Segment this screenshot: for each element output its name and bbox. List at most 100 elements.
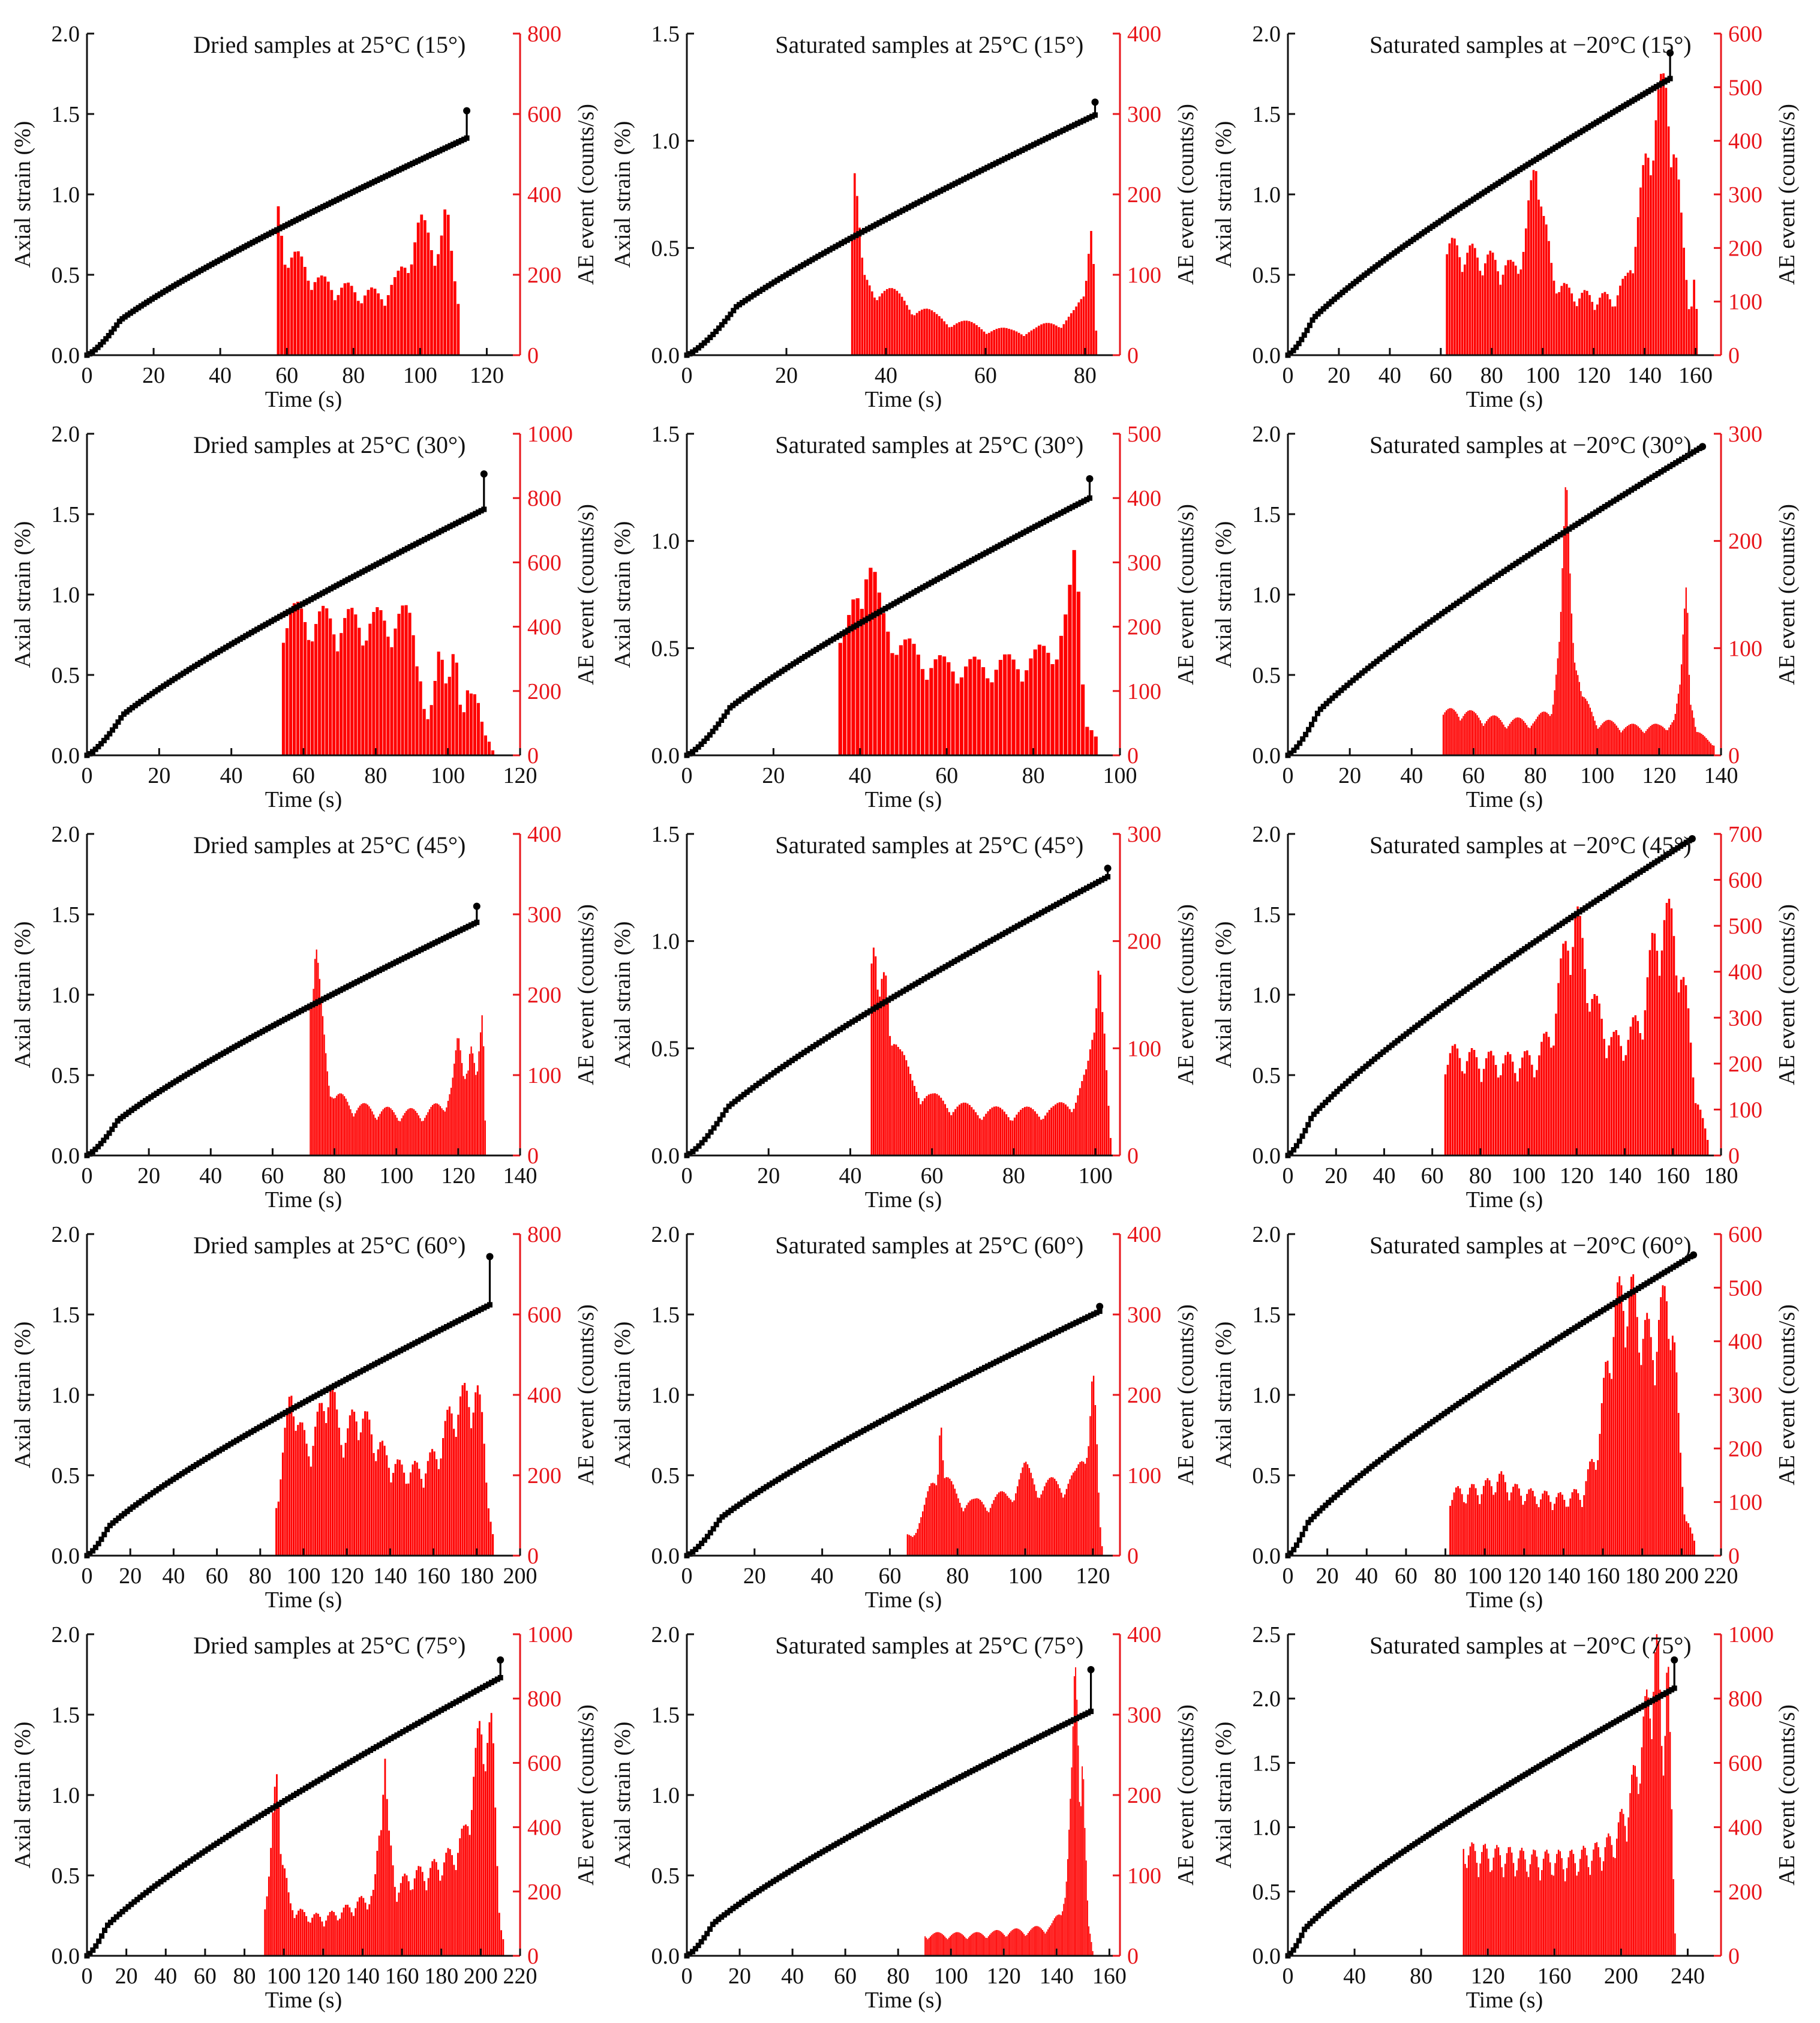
strain-point <box>1321 1908 1327 1914</box>
strain-point <box>858 1429 864 1435</box>
ae-bar <box>1572 1854 1575 1956</box>
x-tick-label: 0 <box>681 1563 693 1589</box>
strain-point <box>1676 458 1682 464</box>
ae-bar <box>320 275 323 355</box>
ae-bar <box>1581 292 1584 355</box>
ae-bar <box>1529 1864 1531 1956</box>
strain-point <box>947 1382 952 1388</box>
strain-point <box>875 1818 880 1824</box>
strain-point <box>716 325 722 331</box>
y-right-tick-label: 100 <box>1127 1863 1161 1889</box>
x-axis-label: Time (s) <box>265 1988 342 2013</box>
strain-point <box>1608 500 1614 506</box>
ae-bar <box>960 321 963 355</box>
strain-point <box>1081 887 1086 893</box>
ae-bar <box>1545 1491 1548 1556</box>
ae-bar <box>973 1932 975 1956</box>
ae-bar <box>1032 1109 1034 1155</box>
x-tick-label: 60 <box>261 1163 284 1188</box>
strain-point <box>1409 632 1415 638</box>
strain-point <box>1641 1703 1647 1709</box>
strain-point <box>140 1892 146 1898</box>
ae-bar <box>1605 721 1606 755</box>
ae-bar <box>322 605 325 755</box>
ae-bar <box>1053 1918 1055 1956</box>
strain-point <box>1030 1737 1036 1743</box>
ae-bar <box>416 1462 418 1556</box>
strain-point <box>1449 211 1455 217</box>
ae-bar <box>1625 727 1627 755</box>
ae-bar <box>981 1119 983 1155</box>
x-tick-label: 100 <box>1079 1163 1113 1188</box>
ae-bar <box>354 614 358 755</box>
strain-point <box>1445 1820 1451 1825</box>
ae-bar <box>1634 1289 1636 1556</box>
ae-bar <box>1022 1467 1023 1556</box>
strain-point <box>717 1116 723 1122</box>
ae-bar <box>1637 726 1639 755</box>
strain-point <box>1667 1266 1673 1272</box>
ae-bar <box>1089 1934 1091 1956</box>
ae-bar <box>1654 1652 1656 1956</box>
strain-point <box>932 1390 938 1396</box>
ae-bar <box>308 1456 310 1556</box>
ae-bar <box>1015 331 1018 355</box>
ae-bar <box>344 1904 347 1956</box>
strain-point <box>400 1729 406 1734</box>
ae-bar <box>1013 330 1016 355</box>
ae-bar <box>451 654 455 755</box>
y-right-tick-label: 300 <box>1728 1006 1762 1031</box>
ae-bar <box>1474 1488 1477 1556</box>
ae-bar <box>1598 1003 1600 1155</box>
strain-point <box>1403 636 1409 642</box>
ae-bar <box>280 1854 282 1956</box>
strain-point <box>1493 966 1499 972</box>
ae-bar <box>1692 710 1693 755</box>
strain-point <box>961 1772 967 1778</box>
strain-point <box>409 1341 415 1347</box>
strain-point <box>1372 264 1378 270</box>
ae-bar <box>1699 1109 1702 1155</box>
ae-bar <box>418 1469 421 1556</box>
strain-point <box>101 1137 107 1143</box>
strain-point <box>1479 1385 1485 1391</box>
strain-point <box>888 214 894 220</box>
ae-bar <box>1569 1851 1571 1956</box>
x-tick-label: 60 <box>275 363 298 388</box>
strain-point <box>764 678 770 684</box>
ae-bar <box>1645 731 1647 755</box>
ae-bar <box>1489 717 1491 755</box>
ae-bar <box>1067 1859 1068 1956</box>
strain-point <box>747 1893 753 1899</box>
strain-point <box>271 1022 277 1028</box>
ae-bar <box>304 1912 305 1956</box>
ae-bar <box>1548 1037 1550 1155</box>
strain-point <box>859 229 865 235</box>
strain-point <box>1078 500 1084 506</box>
strain-point <box>1498 179 1504 185</box>
strain-point <box>98 1536 104 1542</box>
ae-bar <box>1458 257 1461 355</box>
ae-bar <box>1515 718 1517 755</box>
strain-point <box>152 1883 158 1889</box>
strain-point <box>767 1482 773 1488</box>
strain-point <box>773 1877 779 1883</box>
ae-bar <box>946 1107 948 1155</box>
strain-point <box>825 1845 831 1851</box>
strain-point <box>713 1521 719 1527</box>
strain-point <box>807 650 813 656</box>
ae-bar <box>317 962 319 1155</box>
ae-bar <box>1675 1372 1678 1556</box>
y-right-tick-label: 400 <box>1127 486 1161 511</box>
strain-point <box>810 649 816 654</box>
strain-point <box>240 1039 246 1045</box>
strain-point <box>1039 1733 1045 1739</box>
strain-point <box>926 1790 932 1796</box>
ae-bar <box>1647 729 1648 755</box>
strain-point <box>795 1053 801 1059</box>
ae-bar <box>496 1866 498 1956</box>
strain-point <box>878 1418 884 1424</box>
y-left-tick-label: 0.0 <box>1253 343 1281 368</box>
ae-bar <box>420 214 424 355</box>
